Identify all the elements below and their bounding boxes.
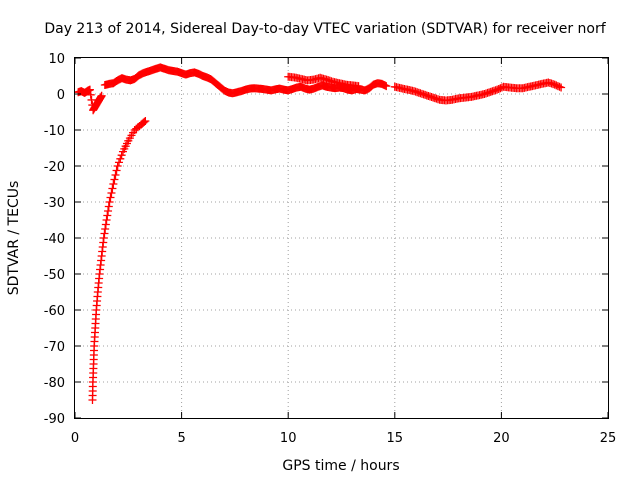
data-point-marker (555, 82, 564, 91)
y-tick-label: -10 (44, 124, 65, 139)
chart-title: Day 213 of 2014, Sidereal Day-to-day VTE… (44, 21, 606, 37)
x-tick-label: 5 (177, 431, 185, 446)
y-tick-label: -30 (44, 196, 65, 211)
y-tick-label: -80 (44, 376, 65, 391)
data-point-marker (102, 216, 111, 224)
x-tick-label: 10 (280, 431, 297, 446)
data-point-marker (109, 180, 118, 188)
x-tick-label: 15 (387, 431, 404, 446)
data-point-marker (108, 184, 117, 193)
x-tick-label: 0 (71, 431, 79, 446)
data-point-marker (116, 154, 125, 163)
data-point-marker (104, 202, 113, 211)
data-point-marker (105, 198, 114, 206)
data-markers (74, 63, 566, 404)
x-tick-label: 25 (600, 431, 617, 446)
data-point-marker (112, 166, 121, 175)
grid (75, 58, 608, 418)
data-point-marker (117, 151, 126, 160)
data-point-marker (103, 211, 112, 220)
data-point-marker (101, 225, 110, 233)
y-tick-label: -70 (44, 340, 65, 355)
x-tick-label: 20 (493, 431, 510, 446)
data-point-marker (382, 82, 391, 91)
data-point-marker (557, 83, 566, 92)
data-point-marker (106, 193, 115, 202)
data-point-marker (86, 90, 95, 99)
data-point-marker (85, 85, 94, 94)
data-point-marker (87, 95, 96, 104)
y-tick-label: -60 (44, 304, 65, 319)
data-point-marker (354, 82, 363, 91)
y-tick-labels: 10 0 -10 -20 -30 -40 -50 -60 -70 -80 -90 (44, 52, 65, 427)
data-point-marker (140, 117, 149, 126)
tick-marks (74, 57, 609, 419)
data-point-marker (114, 158, 123, 167)
y-tick-label: -50 (44, 268, 65, 283)
y-tick-label: 10 (48, 52, 65, 67)
data-point-marker (141, 117, 150, 125)
data-point-marker (111, 171, 120, 179)
data-point-marker (100, 229, 109, 238)
data-point-marker (104, 207, 113, 215)
data-point-marker (99, 234, 108, 242)
y-axis-label: SDTVAR / TECUs (6, 181, 22, 296)
x-axis-label: GPS time / hours (282, 458, 399, 474)
data-point-marker (101, 220, 110, 229)
y-tick-label: -40 (44, 232, 65, 247)
y-tick-label: -90 (44, 412, 65, 427)
x-tick-labels: 0 5 10 15 20 25 (71, 431, 616, 446)
data-point-marker (110, 175, 119, 184)
data-point-marker (107, 189, 116, 197)
y-tick-label: -20 (44, 160, 65, 175)
data-point-marker (97, 91, 106, 100)
y-tick-label: 0 (57, 88, 65, 103)
plot-frame (74, 57, 609, 419)
data-point-marker (113, 162, 122, 170)
